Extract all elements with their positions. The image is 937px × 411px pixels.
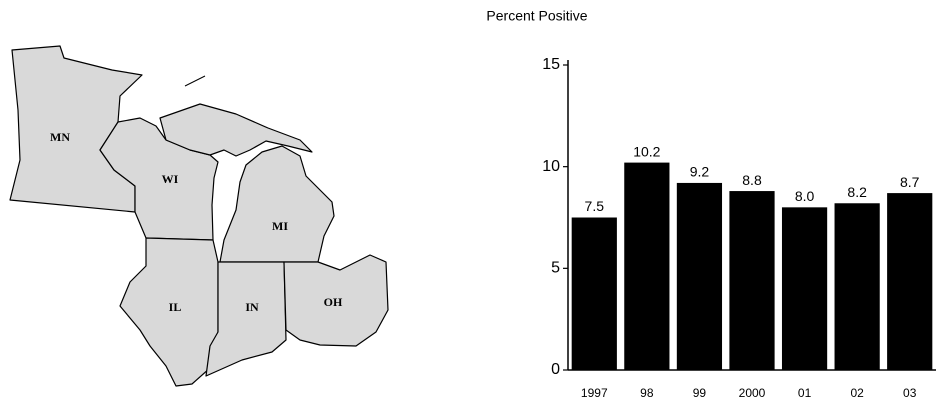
chart-title: Percent Positive [486,8,587,24]
value-label: 8.0 [795,188,815,204]
value-label: 7.5 [585,198,605,214]
chart: Percent Positive 0 5 10 15 1997 7.5 98 10.2 99 9.… [486,8,936,400]
y-tick-label: 5 [551,260,560,277]
x-tick-label: 98 [640,386,654,400]
y-tick-label: 0 [551,361,560,378]
x-tick-label: 99 [693,386,707,400]
value-label: 8.8 [742,172,762,188]
state-label: OH [324,295,343,309]
state-label: MI [272,219,288,233]
bar [887,193,933,370]
y-tick-label: 15 [542,56,560,73]
bar [676,182,723,370]
bar [571,217,617,370]
value-label: 8.2 [847,184,867,200]
y-tick-label: 10 [542,158,560,175]
bar [624,162,670,370]
x-tick-label: 01 [798,386,812,400]
state-label: WI [162,172,179,186]
state-label: IN [245,300,259,314]
x-tick-label: 2000 [739,386,766,400]
map: MN WI MI IL IN OH [9,45,389,387]
state-in [205,261,287,377]
state-wi [99,117,219,241]
x-tick-label: 1997 [581,386,608,400]
state-mi [219,145,335,263]
value-label: 8.7 [900,174,920,190]
value-label: 10.2 [633,143,660,159]
state-oh [283,254,389,347]
state-mi-upper [159,103,313,157]
bar [834,203,880,370]
x-tick-label: 03 [903,386,917,400]
state-label: MN [50,130,70,144]
x-tick-label: 02 [850,386,864,400]
bar [729,191,775,370]
shore-line [184,75,206,87]
state-label: IL [169,300,182,314]
value-label: 9.2 [690,164,710,180]
bar [781,207,828,370]
